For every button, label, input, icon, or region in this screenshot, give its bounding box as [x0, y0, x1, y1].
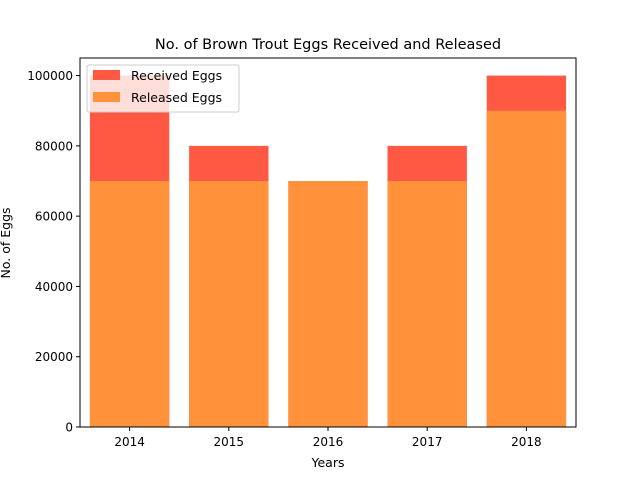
chart-title: No. of Brown Trout Eggs Received and Rel… [155, 37, 501, 53]
bar-released-2017 [387, 181, 467, 427]
legend-label-received: Received Eggs [131, 68, 222, 83]
x-tick-label: 2014 [114, 435, 145, 449]
legend-box [86, 64, 240, 113]
x-axis-label: Years [311, 455, 345, 470]
y-tick-label: 60000 [35, 210, 73, 224]
axes-group: 2014 2015 2016 2017 2018 0 20000 40000 60000 8000… [27, 57, 577, 449]
bar-released-2016 [288, 181, 368, 427]
x-tick-label: 2016 [313, 435, 344, 449]
y-axis-label: No. of Eggs [0, 207, 13, 278]
y-tick-label: 100000 [27, 69, 73, 83]
y-tick-label: 40000 [35, 280, 73, 294]
bar-released-2018 [486, 110, 567, 427]
bars-group [89, 75, 567, 428]
bar-released-2015 [189, 181, 269, 427]
x-tick-label: 2015 [214, 435, 245, 449]
y-tick-label: 20000 [35, 350, 73, 364]
legend-swatch-released [93, 92, 120, 102]
x-tick-label: 2017 [412, 435, 443, 449]
legend-swatch-received [93, 70, 120, 80]
y-tick-label: 80000 [35, 139, 73, 153]
bar-released-2014 [89, 181, 170, 427]
y-tick-label: 0 [65, 421, 73, 435]
legend-label-released: Released Eggs [131, 90, 222, 105]
legend: Received Eggs Released Eggs [86, 64, 240, 113]
x-tick-label: 2018 [511, 435, 542, 449]
